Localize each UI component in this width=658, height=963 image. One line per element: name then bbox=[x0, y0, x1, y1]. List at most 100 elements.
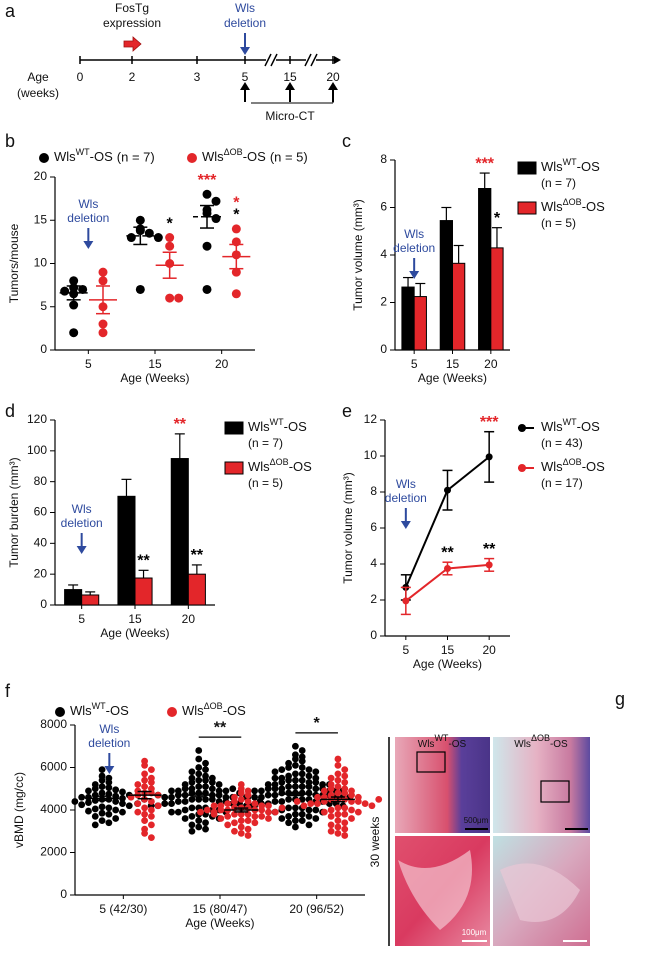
significance: * bbox=[494, 210, 501, 227]
point bbox=[195, 823, 203, 831]
point bbox=[188, 827, 196, 835]
inset-box bbox=[540, 780, 570, 803]
point bbox=[148, 821, 155, 829]
point bbox=[112, 815, 120, 822]
point bbox=[85, 799, 92, 806]
point bbox=[188, 821, 196, 829]
point bbox=[264, 791, 272, 799]
point bbox=[312, 778, 320, 786]
point bbox=[327, 785, 335, 793]
point bbox=[278, 789, 286, 797]
point bbox=[202, 776, 209, 784]
point bbox=[237, 823, 245, 831]
point bbox=[161, 793, 169, 801]
point bbox=[231, 798, 238, 805]
label-part: ΔOB bbox=[563, 197, 582, 207]
label-part: WT bbox=[434, 733, 448, 743]
histology-panel: g 30 weeks 500μm 100μm bbox=[368, 689, 625, 946]
timeline-label: Wls bbox=[235, 1, 255, 15]
point bbox=[153, 233, 163, 243]
point bbox=[208, 795, 216, 803]
bar bbox=[401, 286, 415, 351]
significance: * bbox=[314, 715, 321, 732]
legend-count: (n = 7) bbox=[248, 436, 283, 450]
point bbox=[168, 787, 175, 795]
point bbox=[320, 787, 328, 795]
point bbox=[271, 785, 279, 793]
point bbox=[334, 783, 342, 791]
y-tick-label: 4 bbox=[370, 556, 377, 570]
arrow-head bbox=[83, 241, 94, 249]
point bbox=[202, 819, 209, 827]
point bbox=[292, 742, 299, 750]
point bbox=[237, 817, 245, 825]
point bbox=[188, 778, 196, 786]
point bbox=[195, 776, 203, 784]
point bbox=[244, 791, 252, 799]
timeline-label: expression bbox=[103, 16, 161, 30]
point bbox=[217, 806, 225, 814]
y-tick-label: 100 bbox=[27, 443, 47, 457]
y-tick-label: 0 bbox=[380, 342, 387, 356]
significance: ** bbox=[483, 541, 496, 558]
point bbox=[141, 804, 149, 812]
significance: ** bbox=[137, 553, 150, 570]
point bbox=[292, 810, 299, 818]
point bbox=[105, 795, 113, 803]
point bbox=[165, 241, 175, 251]
y-axis-label: Tumors/mouse bbox=[7, 223, 21, 303]
label-part: -OS bbox=[289, 459, 312, 474]
point bbox=[188, 804, 196, 812]
point bbox=[298, 757, 306, 765]
x-axis-label: Age (Weeks) bbox=[185, 916, 254, 930]
point bbox=[135, 284, 145, 294]
arrow-head bbox=[76, 546, 87, 554]
point bbox=[327, 827, 335, 835]
point bbox=[298, 747, 306, 754]
y-tick-label: 6000 bbox=[40, 760, 67, 774]
y-axis-label: vBMD (mg/cc) bbox=[12, 772, 26, 848]
point bbox=[168, 800, 175, 808]
point bbox=[174, 798, 182, 805]
y-tick-label: 20 bbox=[34, 169, 48, 183]
deletion-note: Wls bbox=[78, 197, 98, 211]
point bbox=[292, 783, 299, 791]
bar bbox=[81, 594, 100, 606]
significance: *** bbox=[475, 155, 494, 172]
point bbox=[224, 821, 232, 829]
point bbox=[60, 286, 70, 296]
point bbox=[71, 798, 79, 805]
bar bbox=[117, 495, 136, 606]
point bbox=[119, 808, 126, 816]
significance: *** bbox=[198, 172, 217, 189]
label-part: WT bbox=[92, 701, 106, 711]
point bbox=[98, 803, 106, 811]
point bbox=[271, 808, 279, 816]
point bbox=[341, 819, 349, 827]
legend-swatch bbox=[517, 201, 537, 215]
label-part: -OS bbox=[106, 703, 129, 718]
axis-break bbox=[264, 53, 272, 67]
point bbox=[305, 806, 313, 814]
point bbox=[195, 755, 203, 763]
y-tick-label: 2 bbox=[370, 592, 377, 606]
legend-count: (n = 5) bbox=[270, 149, 308, 164]
y-tick-label: 0 bbox=[40, 597, 47, 611]
significance: ** bbox=[174, 416, 187, 433]
label-part: Wls bbox=[541, 459, 563, 474]
significance: * bbox=[233, 207, 240, 224]
y-tick-label: 4 bbox=[380, 247, 387, 261]
point bbox=[312, 806, 320, 814]
point bbox=[98, 809, 106, 817]
x-tick-label: 5 (42/30) bbox=[99, 902, 147, 916]
point bbox=[105, 778, 113, 786]
axis-break bbox=[310, 53, 318, 67]
point bbox=[231, 267, 241, 277]
legend-label: WlsWT-OS bbox=[541, 157, 600, 174]
point bbox=[208, 785, 216, 793]
point bbox=[119, 788, 126, 796]
point bbox=[444, 486, 451, 494]
point bbox=[202, 795, 209, 803]
deletion-note: Wls bbox=[404, 227, 424, 241]
point bbox=[444, 565, 451, 572]
